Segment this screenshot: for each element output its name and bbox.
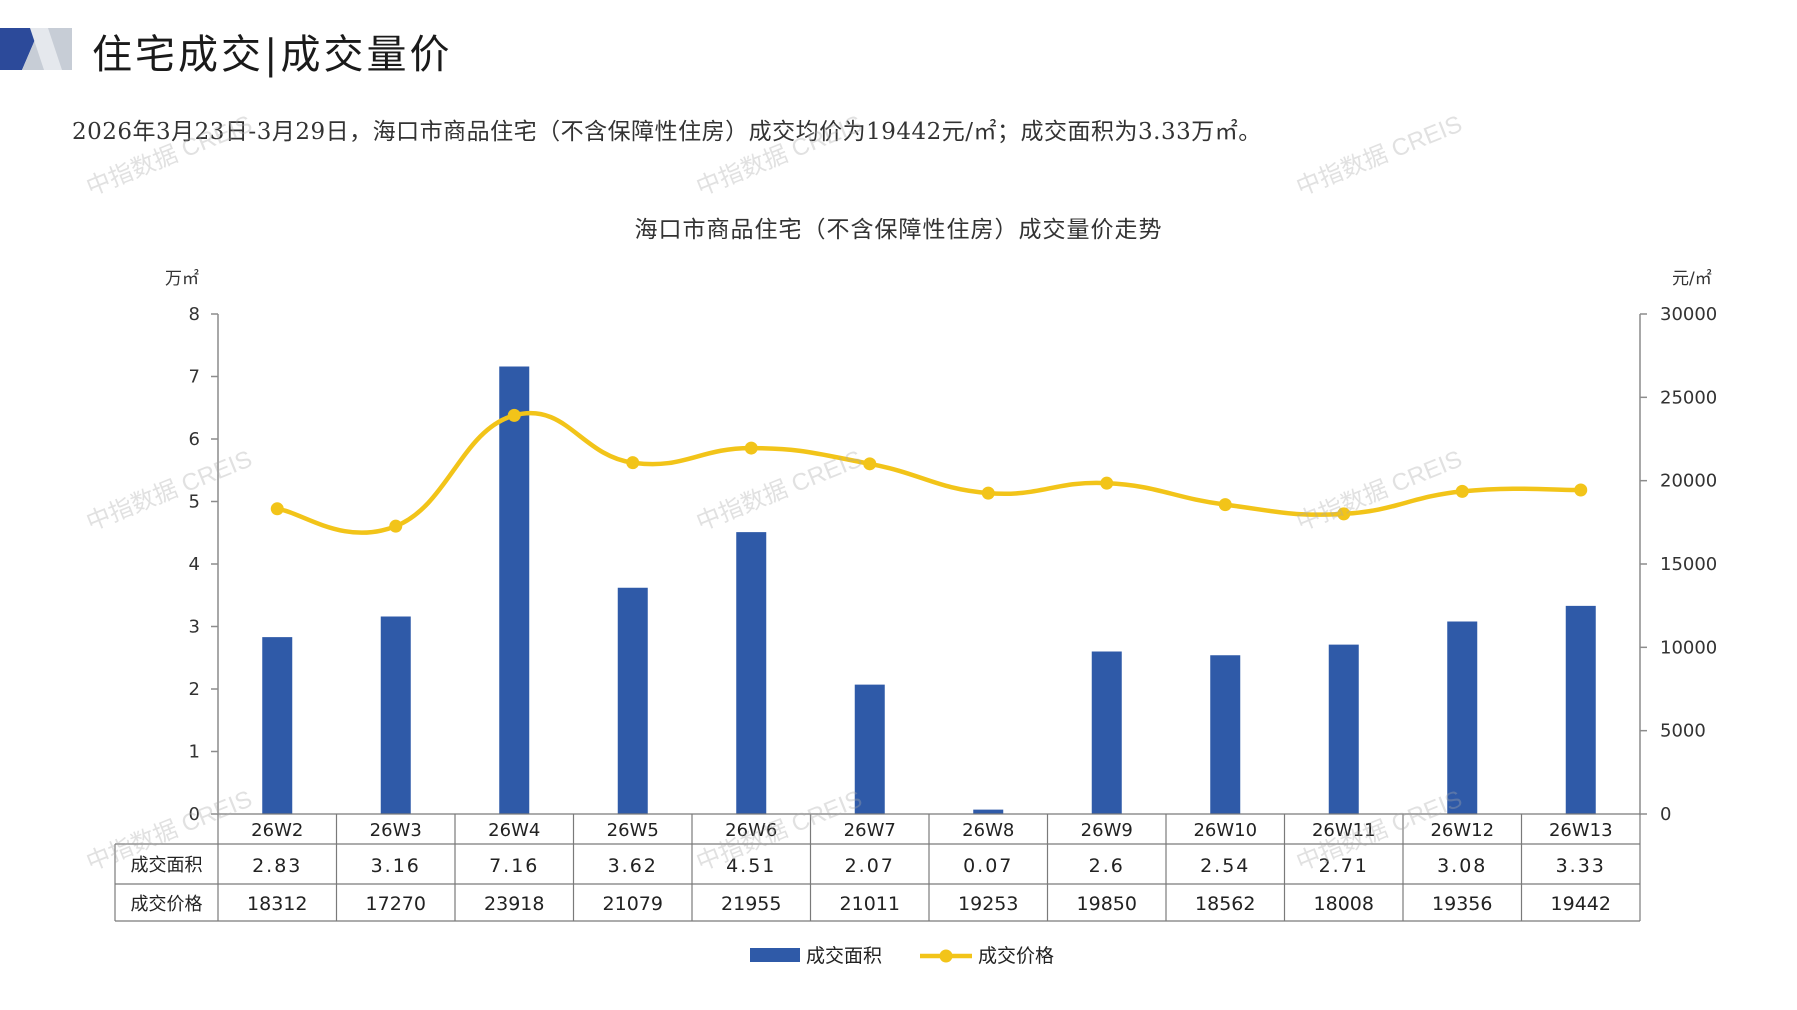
table-cell-area: 3.08 (1437, 855, 1487, 877)
table-cell-area: 2.54 (1200, 855, 1250, 877)
x-axis-category-label: 26W4 (488, 820, 540, 841)
bar-26W4 (499, 366, 530, 814)
table-cell-price: 19850 (1077, 893, 1137, 915)
summary-text: 2026年3月23日-3月29日，海口市商品住宅（不含保障性住房）成交均价为19… (72, 119, 1262, 145)
bar-26W7 (854, 684, 885, 814)
table-cell-area: 4.51 (726, 855, 776, 877)
table-cell-price: 19356 (1432, 893, 1492, 915)
left-axis-tick-label: 3 (189, 617, 200, 638)
x-axis-category-label: 26W10 (1193, 820, 1257, 841)
left-axis-tick-label: 8 (189, 304, 200, 325)
right-axis-unit: 元/㎡ (1672, 269, 1712, 289)
brand-logo (0, 28, 72, 70)
price-point-26W12 (1455, 484, 1469, 498)
price-point-26W7 (863, 457, 877, 471)
right-axis-tick-label: 10000 (1660, 637, 1717, 658)
left-axis-tick-label: 5 (189, 492, 200, 513)
right-axis-tick-label: 25000 (1660, 387, 1717, 408)
table-cell-area: 2.71 (1319, 855, 1369, 877)
page-title: 住宅成交|成交量价 (92, 32, 453, 78)
legend-swatch-area (750, 948, 800, 962)
left-axis-tick-label: 0 (189, 804, 200, 825)
table-cell-area: 3.16 (371, 855, 421, 877)
x-axis-category-label: 26W9 (1081, 820, 1133, 841)
left-axis-tick-label: 4 (189, 554, 200, 575)
x-axis-category-label: 26W13 (1549, 820, 1613, 841)
bar-26W2 (262, 637, 293, 814)
bar-26W3 (380, 616, 411, 814)
table-cell-area: 0.07 (963, 855, 1013, 877)
x-axis-category-label: 26W11 (1312, 820, 1376, 841)
table-cell-area: 3.33 (1556, 855, 1606, 877)
price-point-26W8 (981, 486, 995, 500)
price-point-26W2 (270, 502, 284, 516)
legend-swatch-price-dot (939, 949, 953, 963)
right-axis-tick-label: 20000 (1660, 471, 1717, 492)
price-point-26W9 (1100, 476, 1114, 490)
right-axis-tick-label: 0 (1660, 804, 1671, 825)
table-row-header-price: 成交价格 (131, 894, 203, 915)
table-cell-area: 2.07 (845, 855, 895, 877)
x-axis-category-label: 26W3 (370, 820, 422, 841)
table-cell-area: 2.6 (1089, 855, 1125, 877)
x-axis-category-label: 26W6 (725, 820, 777, 841)
price-point-26W11 (1337, 507, 1351, 521)
table-cell-price: 21079 (603, 893, 663, 915)
price-point-26W5 (626, 456, 640, 470)
chart-title: 海口市商品住宅（不含保障性住房）成交量价走势 (634, 217, 1163, 243)
left-axis-tick-label: 7 (189, 367, 200, 388)
bar-26W12 (1447, 621, 1478, 814)
bar-26W5 (617, 587, 648, 814)
price-point-26W10 (1218, 498, 1232, 512)
table-cell-price: 18312 (247, 893, 307, 915)
table-cell-price: 21011 (840, 893, 900, 915)
bar-26W8 (973, 809, 1004, 814)
table-row-header-area: 成交面积 (131, 855, 203, 876)
left-axis-tick-label: 2 (189, 679, 200, 700)
table-cell-area: 3.62 (608, 855, 658, 877)
x-axis-category-label: 26W12 (1430, 820, 1494, 841)
price-point-26W13 (1574, 483, 1588, 497)
table-cell-area: 7.16 (489, 855, 539, 877)
left-axis-tick-label: 6 (189, 429, 200, 450)
right-axis-tick-label: 15000 (1660, 554, 1717, 575)
table-cell-price: 23918 (484, 893, 544, 915)
price-point-26W4 (507, 408, 521, 422)
bar-26W11 (1328, 644, 1359, 814)
right-axis-tick-label: 5000 (1660, 721, 1706, 742)
table-cell-area: 2.83 (252, 855, 302, 877)
right-axis-tick-label: 30000 (1660, 304, 1717, 325)
price-point-26W3 (389, 519, 403, 533)
left-axis-unit: 万㎡ (165, 269, 199, 289)
legend-label-price: 成交价格 (978, 945, 1054, 967)
x-axis-category-label: 26W8 (962, 820, 1014, 841)
price-line (276, 411, 1581, 535)
table-cell-price: 19442 (1551, 893, 1611, 915)
x-axis-category-label: 26W5 (607, 820, 659, 841)
table-cell-price: 19253 (958, 893, 1018, 915)
table-cell-price: 18562 (1195, 893, 1255, 915)
bar-26W10 (1210, 655, 1241, 814)
left-axis-tick-label: 1 (189, 742, 200, 763)
table-cell-price: 18008 (1314, 893, 1374, 915)
legend-label-area: 成交面积 (806, 945, 882, 967)
table-cell-price: 17270 (366, 893, 426, 915)
bar-26W13 (1565, 605, 1596, 814)
x-axis-category-label: 26W7 (844, 820, 896, 841)
bar-26W6 (736, 532, 767, 814)
x-axis-category-label: 26W2 (251, 820, 303, 841)
bar-26W9 (1091, 651, 1122, 814)
price-point-26W6 (744, 441, 758, 455)
table-cell-price: 21955 (721, 893, 781, 915)
